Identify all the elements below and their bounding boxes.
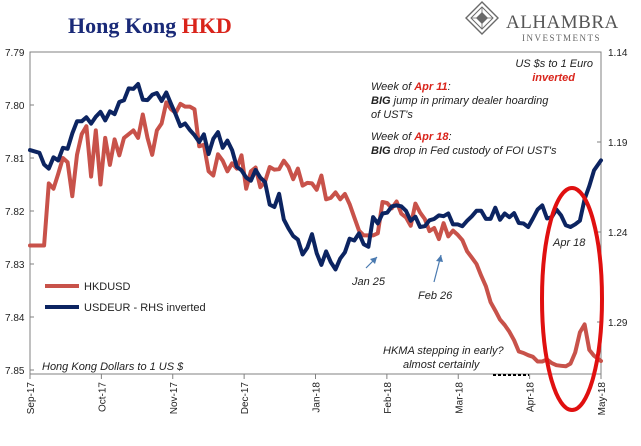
annotation-apr11-line3: of UST's [371, 109, 413, 121]
left-axis: 7.79 7.80 7.81 7.82 7.83 7.84 7.85 [5, 48, 34, 377]
apr18-date: Apr 18 [413, 131, 449, 143]
annotation-apr11-line2: BIG jump in primary dealer hoarding [371, 95, 549, 107]
x-tick-label: Oct-17 [97, 382, 108, 412]
lhs-axis-note: Hong Kong Dollars to 1 US $ [42, 361, 184, 373]
apr18-colon: : [448, 131, 451, 143]
arrow-jan25 [365, 256, 378, 269]
right-tick-label: 1.29 [608, 318, 628, 329]
apr11-big: BIG [371, 95, 391, 107]
x-axis: Sep-17 Oct-17 Nov-17 Dec-17 Jan-18 Feb-18 Mar-… [26, 374, 608, 415]
legend-label-hkdusd: HKDUSD [84, 281, 131, 293]
x-tick-label: May-18 [597, 382, 608, 416]
brand-logo-mark [465, 1, 499, 35]
annotation-apr18-line1: Week of Apr 18: [371, 131, 452, 143]
annotation-apr11-line1: Week of Apr 11: [371, 81, 451, 93]
apr11-rest: jump in primary dealer hoarding [391, 95, 550, 107]
x-tick-label: Nov-17 [169, 382, 180, 415]
apr18-rest: drop in Fed custody of FOI UST's [391, 145, 557, 157]
legend: HKDUSD USDEUR - RHS inverted [45, 281, 206, 314]
annotation-hkma-line2: almost certainly [403, 359, 481, 371]
brand-name: ALHAMBRA [506, 12, 619, 33]
right-tick-label: 1.14 [608, 48, 628, 59]
apr11-colon: : [448, 81, 451, 93]
series-usdeur-line [28, 82, 603, 272]
x-tick-label: Apr-18 [526, 382, 537, 412]
left-tick-label: 7.80 [5, 101, 25, 112]
apr11-prefix: Week of [371, 81, 414, 93]
x-tick-label: Sep-17 [26, 382, 37, 415]
series-hkdusd-line [28, 100, 603, 369]
annotation-feb26: Feb 26 [418, 290, 453, 302]
left-tick-label: 7.82 [5, 207, 25, 218]
left-tick-label: 7.83 [5, 260, 25, 271]
apr11-date: Apr 11 [413, 81, 447, 93]
x-tick-label: Mar-18 [454, 382, 465, 414]
annotation-hkma-line1: HKMA stepping in early? [383, 345, 505, 357]
annotation-jan25: Jan 25 [351, 276, 386, 288]
legend-label-usdeur: USDEUR - RHS inverted [84, 302, 206, 314]
annotation-apr18-line2: BIG drop in Fed custody of FOI UST's [371, 145, 557, 157]
chart-title: Hong Kong HKD [68, 13, 232, 38]
rhs-note-line1: US $s to 1 Euro [515, 58, 593, 70]
annotation-apr18-label: Apr 18 [552, 237, 586, 249]
highlight-ellipse [540, 186, 604, 412]
left-tick-label: 7.85 [5, 366, 25, 377]
apr18-prefix: Week of [371, 131, 414, 143]
x-tick-label: Feb-18 [383, 382, 394, 414]
brand-sub: INVESTMENTS [522, 33, 601, 43]
title-accent: HKD [182, 13, 232, 38]
right-tick-label: 1.24 [608, 228, 628, 239]
left-tick-label: 7.81 [5, 154, 25, 165]
x-tick-label: Dec-17 [240, 382, 251, 415]
apr18-big: BIG [371, 145, 391, 157]
brand-logo: ALHAMBRA INVESTMENTS [465, 1, 619, 43]
rhs-note-line2: inverted [532, 72, 575, 84]
right-tick-label: 1.19 [608, 138, 628, 149]
arrow-feb26 [433, 254, 443, 283]
left-tick-label: 7.84 [5, 313, 25, 324]
left-tick-label: 7.79 [5, 48, 25, 59]
x-tick-label: Jan-18 [312, 382, 323, 413]
title-prefix: Hong Kong [68, 13, 182, 38]
